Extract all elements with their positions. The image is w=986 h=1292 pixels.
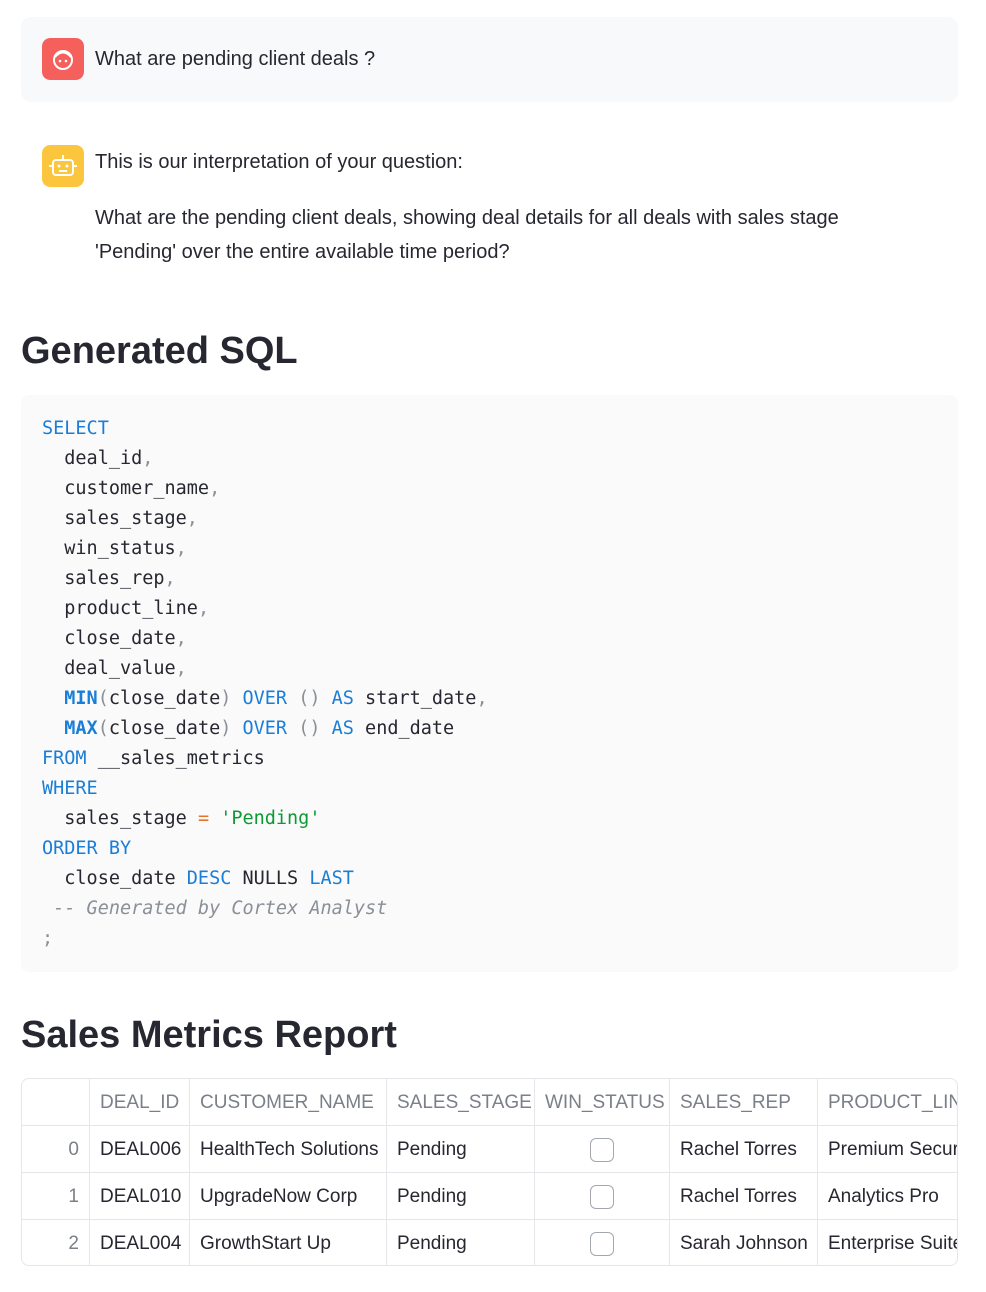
table-cell: GrowthStart Up — [190, 1220, 387, 1265]
user-text: What are pending client deals ? — [95, 48, 376, 70]
table-cell: Pending — [387, 1173, 535, 1220]
header-cell — [22, 1079, 90, 1126]
checkbox — [590, 1137, 614, 1162]
table-cell: Rachel Torres — [670, 1126, 818, 1173]
code-line: MIN(close_date) OVER () AS start_date, — [64, 688, 488, 709]
row-index: 1 — [22, 1173, 90, 1220]
data-table: DEAL_ID CUSTOMER_NAME SALES_STAGE WIN_STATU… — [21, 1078, 958, 1266]
table-cell: HealthTech Solutions — [190, 1126, 387, 1173]
code-line: sales_stage, — [42, 508, 198, 529]
table-cell — [535, 1173, 670, 1220]
table-cell: DEAL004 — [90, 1220, 190, 1265]
table-cell: DEAL010 — [90, 1173, 190, 1220]
code-line: sales_stage = 'Pending' — [42, 808, 321, 829]
checkbox — [590, 1231, 614, 1256]
code-line: SELECT — [42, 418, 109, 439]
table-cell: Sarah Johnson — [670, 1220, 818, 1265]
code-line: deal_value, — [42, 658, 187, 679]
user-avatar — [42, 38, 84, 80]
header-cell: SALES_STAGE — [387, 1079, 535, 1126]
table-cell — [535, 1220, 670, 1265]
code-line: WHERE — [42, 778, 98, 799]
table-cell: DEAL006 — [90, 1126, 190, 1173]
code-line: FROM __sales_metrics — [42, 748, 265, 769]
code-line: ORDER BY — [42, 838, 132, 859]
code-line: close_date DESC NULLS LAST — [42, 868, 354, 889]
row-index: 2 — [22, 1220, 90, 1265]
user-message: What are pending client deals ? — [21, 17, 958, 102]
row-index: 0 — [22, 1126, 90, 1173]
header-cell: DEAL_ID — [90, 1079, 190, 1126]
table-cell: Pending — [387, 1126, 535, 1173]
table-cell: Premium Security — [818, 1126, 957, 1173]
assistant-message: This is our interpretation of your quest… — [21, 128, 958, 278]
table-cell: Pending — [387, 1220, 535, 1265]
section-title: Sales Metrics Report — [21, 1014, 397, 1056]
code-block: SELECT deal_id, customer_name, sales_sta… — [21, 395, 958, 972]
code-line: customer_name, — [42, 478, 221, 499]
code-line: sales_rep, — [42, 568, 176, 589]
code-line: ; — [42, 928, 54, 949]
assistant-avatar — [42, 145, 84, 187]
table-cell: UpgradeNow Corp — [190, 1173, 387, 1220]
code-line: deal_id, — [42, 448, 154, 469]
assistant-intro: This is our interpretation of your quest… — [95, 151, 463, 173]
checkbox — [590, 1184, 614, 1209]
code-line: close_date, — [42, 628, 187, 649]
section-title: Generated SQL — [21, 330, 298, 372]
assistant-interpretation: What are the pending client deals, showi… — [95, 207, 839, 263]
header-cell: CUSTOMER_NAME — [190, 1079, 387, 1126]
header-cell: PRODUCT_LINE — [818, 1079, 957, 1126]
table-cell: Rachel Torres — [670, 1173, 818, 1220]
header-cell: SALES_REP — [670, 1079, 818, 1126]
code-line: product_line, — [42, 598, 210, 619]
code-line: MAX(close_date) OVER () AS end_date — [64, 718, 455, 739]
header-cell: WIN_STATUS — [535, 1079, 670, 1126]
table-cell: Enterprise Suite — [818, 1220, 957, 1265]
table-cell: Analytics Pro — [818, 1173, 957, 1220]
code-line: win_status, — [42, 538, 187, 559]
code-line: -- Generated by Cortex Analyst — [53, 898, 388, 919]
table-cell — [535, 1126, 670, 1173]
